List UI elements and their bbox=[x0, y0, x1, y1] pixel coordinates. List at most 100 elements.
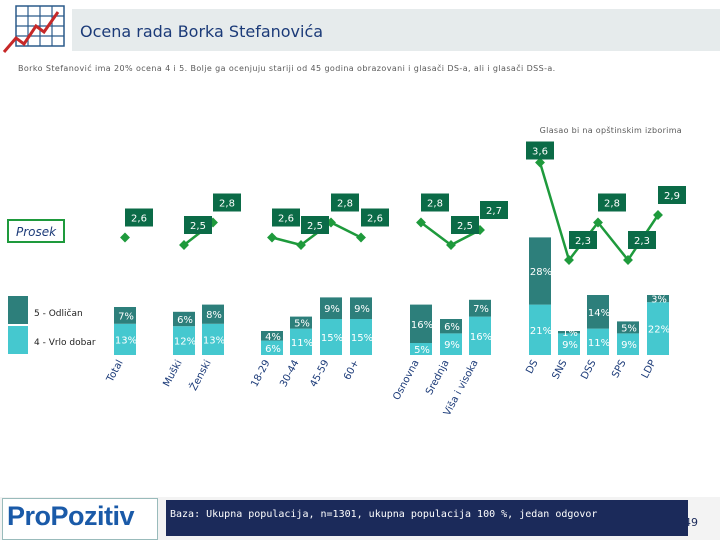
average-label-bg-6 bbox=[361, 208, 389, 227]
average-label-7: 2,8 bbox=[427, 199, 443, 210]
label-vrlo-dobar-11: 9% bbox=[562, 340, 578, 351]
bar-vrlo-dobar-10 bbox=[529, 304, 551, 355]
average-label-4: 2,5 bbox=[307, 221, 323, 232]
bar-vrlo-dobar-0 bbox=[114, 323, 136, 355]
label-vrlo-dobar-6: 15% bbox=[351, 333, 373, 344]
average-marker-3 bbox=[267, 232, 277, 243]
category-label-2: Ženski bbox=[187, 357, 214, 392]
label-odlican-7: 16% bbox=[411, 320, 433, 331]
average-marker-1 bbox=[179, 240, 189, 250]
category-label-4: 30-44 bbox=[278, 358, 301, 389]
label-vrlo-dobar-9: 16% bbox=[470, 332, 492, 343]
bar-odlican-10 bbox=[529, 237, 551, 305]
average-label-bg-4 bbox=[301, 216, 329, 234]
bar-vrlo-dobar-9 bbox=[469, 316, 491, 355]
average-label-bg-9 bbox=[480, 201, 508, 219]
bar-odlican-11 bbox=[558, 331, 580, 334]
label-vrlo-dobar-1: 12% bbox=[174, 337, 196, 348]
legend-odlican-swatch bbox=[8, 296, 28, 324]
category-label-8: Srednja bbox=[424, 358, 452, 397]
category-label-11: SNS bbox=[550, 358, 569, 381]
label-vrlo-dobar-13: 9% bbox=[621, 340, 637, 351]
label-vrlo-dobar-14: 22% bbox=[648, 325, 670, 336]
bar-vrlo-dobar-4 bbox=[290, 328, 312, 355]
bar-odlican-13 bbox=[617, 321, 639, 334]
group-label: Glasao bi na opštinskim izborima bbox=[539, 126, 682, 135]
label-odlican-2: 8% bbox=[206, 310, 222, 321]
bar-odlican-0 bbox=[114, 307, 136, 324]
label-vrlo-dobar-10: 21% bbox=[530, 326, 552, 337]
label-odlican-1: 6% bbox=[177, 315, 193, 326]
page-number: 49 bbox=[684, 516, 698, 529]
category-label-0: Total bbox=[105, 358, 126, 385]
logo-text: ProPozitiv bbox=[7, 501, 135, 531]
category-label-5: 45-59 bbox=[308, 358, 331, 389]
label-vrlo-dobar-7: 5% bbox=[414, 345, 430, 356]
bar-vrlo-dobar-1 bbox=[173, 326, 195, 355]
label-vrlo-dobar-2: 13% bbox=[203, 335, 225, 346]
base-note: Baza: Ukupna populacija, n=1301, ukupna … bbox=[166, 500, 688, 536]
label-odlican-12: 14% bbox=[588, 308, 610, 319]
bar-vrlo-dobar-12 bbox=[587, 328, 609, 355]
average-label-bg-12 bbox=[598, 193, 626, 212]
bar-vrlo-dobar-2 bbox=[202, 323, 224, 355]
average-label-bg-2 bbox=[213, 193, 241, 212]
average-marker-13 bbox=[623, 255, 633, 265]
category-label-6: 60+ bbox=[342, 358, 362, 382]
label-vrlo-dobar-5: 15% bbox=[321, 333, 343, 344]
bar-vrlo-dobar-5 bbox=[320, 319, 342, 355]
bar-odlican-12 bbox=[587, 295, 609, 329]
category-label-1: Muški bbox=[161, 358, 185, 389]
bar-odlican-1 bbox=[173, 311, 195, 327]
average-label-bg-13 bbox=[628, 231, 656, 249]
page-subtitle: Borko Stefanović ima 20% ocena 4 i 5. Bo… bbox=[18, 64, 556, 73]
bar-odlican-7 bbox=[410, 304, 432, 343]
category-label-7: Osnovna bbox=[391, 358, 421, 402]
bar-vrlo-dobar-8 bbox=[440, 333, 462, 355]
average-marker-0 bbox=[120, 232, 130, 243]
average-label-14: 2,9 bbox=[664, 191, 680, 202]
label-odlican-5: 9% bbox=[324, 304, 340, 315]
label-vrlo-dobar-0: 13% bbox=[115, 335, 137, 346]
header-band bbox=[72, 9, 720, 51]
label-odlican-13: 5% bbox=[621, 323, 637, 334]
average-label-bg-10 bbox=[526, 141, 554, 160]
average-label-8: 2,5 bbox=[457, 221, 473, 232]
average-label-11: 2,3 bbox=[575, 236, 591, 247]
average-label-0: 2,6 bbox=[131, 214, 147, 225]
average-label-2: 2,8 bbox=[219, 199, 235, 210]
label-vrlo-dobar-4: 11% bbox=[291, 338, 313, 349]
average-label-bg-8 bbox=[451, 216, 479, 234]
bars-layer bbox=[114, 237, 669, 355]
average-label-bg-1 bbox=[184, 216, 212, 234]
average-marker-4 bbox=[296, 240, 306, 250]
label-odlican-14: 3% bbox=[651, 295, 667, 306]
label-odlican-0: 7% bbox=[118, 311, 134, 322]
label-odlican-11: 1% bbox=[562, 328, 578, 339]
average-label-bg-3 bbox=[272, 208, 300, 227]
label-vrlo-dobar-12: 11% bbox=[588, 338, 610, 349]
legend-odlican-label: 5 - Odličan bbox=[34, 308, 83, 319]
bar-vrlo-dobar-13 bbox=[617, 333, 639, 355]
average-label-bg-7 bbox=[421, 193, 449, 212]
bar-odlican-14 bbox=[647, 295, 669, 303]
legend-average-box bbox=[7, 219, 65, 243]
legend-vrlo-dobar-swatch bbox=[8, 326, 28, 354]
average-label-10: 3,6 bbox=[532, 147, 548, 158]
label-odlican-10: 28% bbox=[530, 267, 552, 278]
label-vrlo-dobar-3: 6% bbox=[265, 344, 281, 355]
page-title: Ocena rada Borka Stefanovića bbox=[80, 22, 324, 41]
bar-vrlo-dobar-6 bbox=[350, 319, 372, 355]
label-odlican-8: 6% bbox=[444, 322, 460, 333]
category-label-14: LDP bbox=[640, 358, 659, 380]
category-label-12: DSS bbox=[579, 358, 598, 381]
bar-odlican-3 bbox=[261, 331, 283, 341]
label-odlican-4: 5% bbox=[294, 319, 310, 330]
labels-layer: 13%7%Total12%6%Muški13%8%Ženski6%4%18-29… bbox=[105, 141, 686, 418]
category-label-10: DS bbox=[524, 358, 540, 376]
average-label-bg-5 bbox=[331, 193, 359, 212]
label-odlican-6: 9% bbox=[354, 304, 370, 315]
bar-vrlo-dobar-14 bbox=[647, 302, 669, 355]
average-label-6: 2,6 bbox=[367, 214, 383, 225]
chart-logo-icon bbox=[2, 5, 65, 53]
